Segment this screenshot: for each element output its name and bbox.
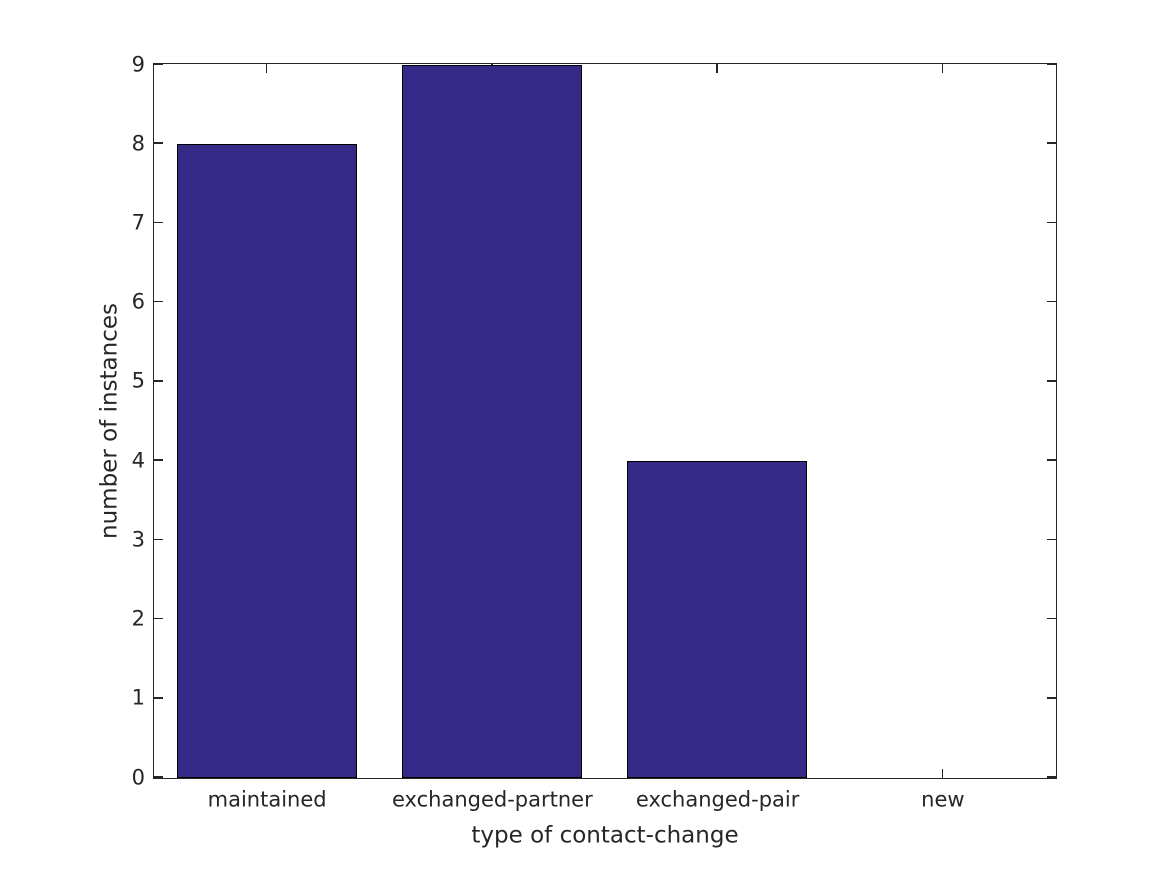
y-tick-label: 6 [131,289,145,314]
axes-box [153,63,1057,779]
y-tick [154,776,163,778]
y-tick [1047,617,1056,620]
x-tick [716,64,718,73]
bar-exchanged-partner [401,65,582,778]
y-tick [154,617,163,620]
y-tick [1047,776,1056,778]
y-tick [1047,380,1056,382]
y-tick [1047,142,1056,144]
y-tick-label: 5 [131,368,145,393]
y-tick-label: 2 [131,606,145,631]
y-tick [154,538,163,541]
y-tick [154,300,163,303]
y-tick-label: 0 [131,765,145,789]
y-tick [1047,538,1056,541]
y-tick-label: 9 [131,52,145,76]
bar-exchanged-pair [627,461,808,778]
y-tick [154,221,163,224]
x-tick [941,769,944,778]
y-tick-label: 3 [131,527,145,552]
y-tick [1047,459,1056,461]
y-tick-label: 4 [131,448,145,473]
y-tick [154,697,163,699]
y-tick [1047,300,1056,303]
y-tick-label: 8 [131,131,145,156]
x-tick [941,64,944,73]
y-tick [154,459,163,461]
bar-maintained [176,144,357,778]
y-tick [1047,63,1056,65]
y-axis-label: number of instances [96,303,123,539]
y-tick-label: 7 [131,210,145,235]
y-tick-label: 1 [131,685,145,710]
x-tick [265,64,268,73]
x-tick-label: exchanged-pair [635,787,800,812]
x-axis-label: type of contact-change [471,822,739,849]
y-tick [154,142,163,144]
y-tick [154,63,163,65]
x-tick-label: maintained [207,787,327,812]
x-tick-label: new [921,787,965,812]
y-tick [154,380,163,382]
y-tick [1047,697,1056,699]
x-tick-label: exchanged-partner [392,787,593,812]
y-tick [1047,221,1056,224]
